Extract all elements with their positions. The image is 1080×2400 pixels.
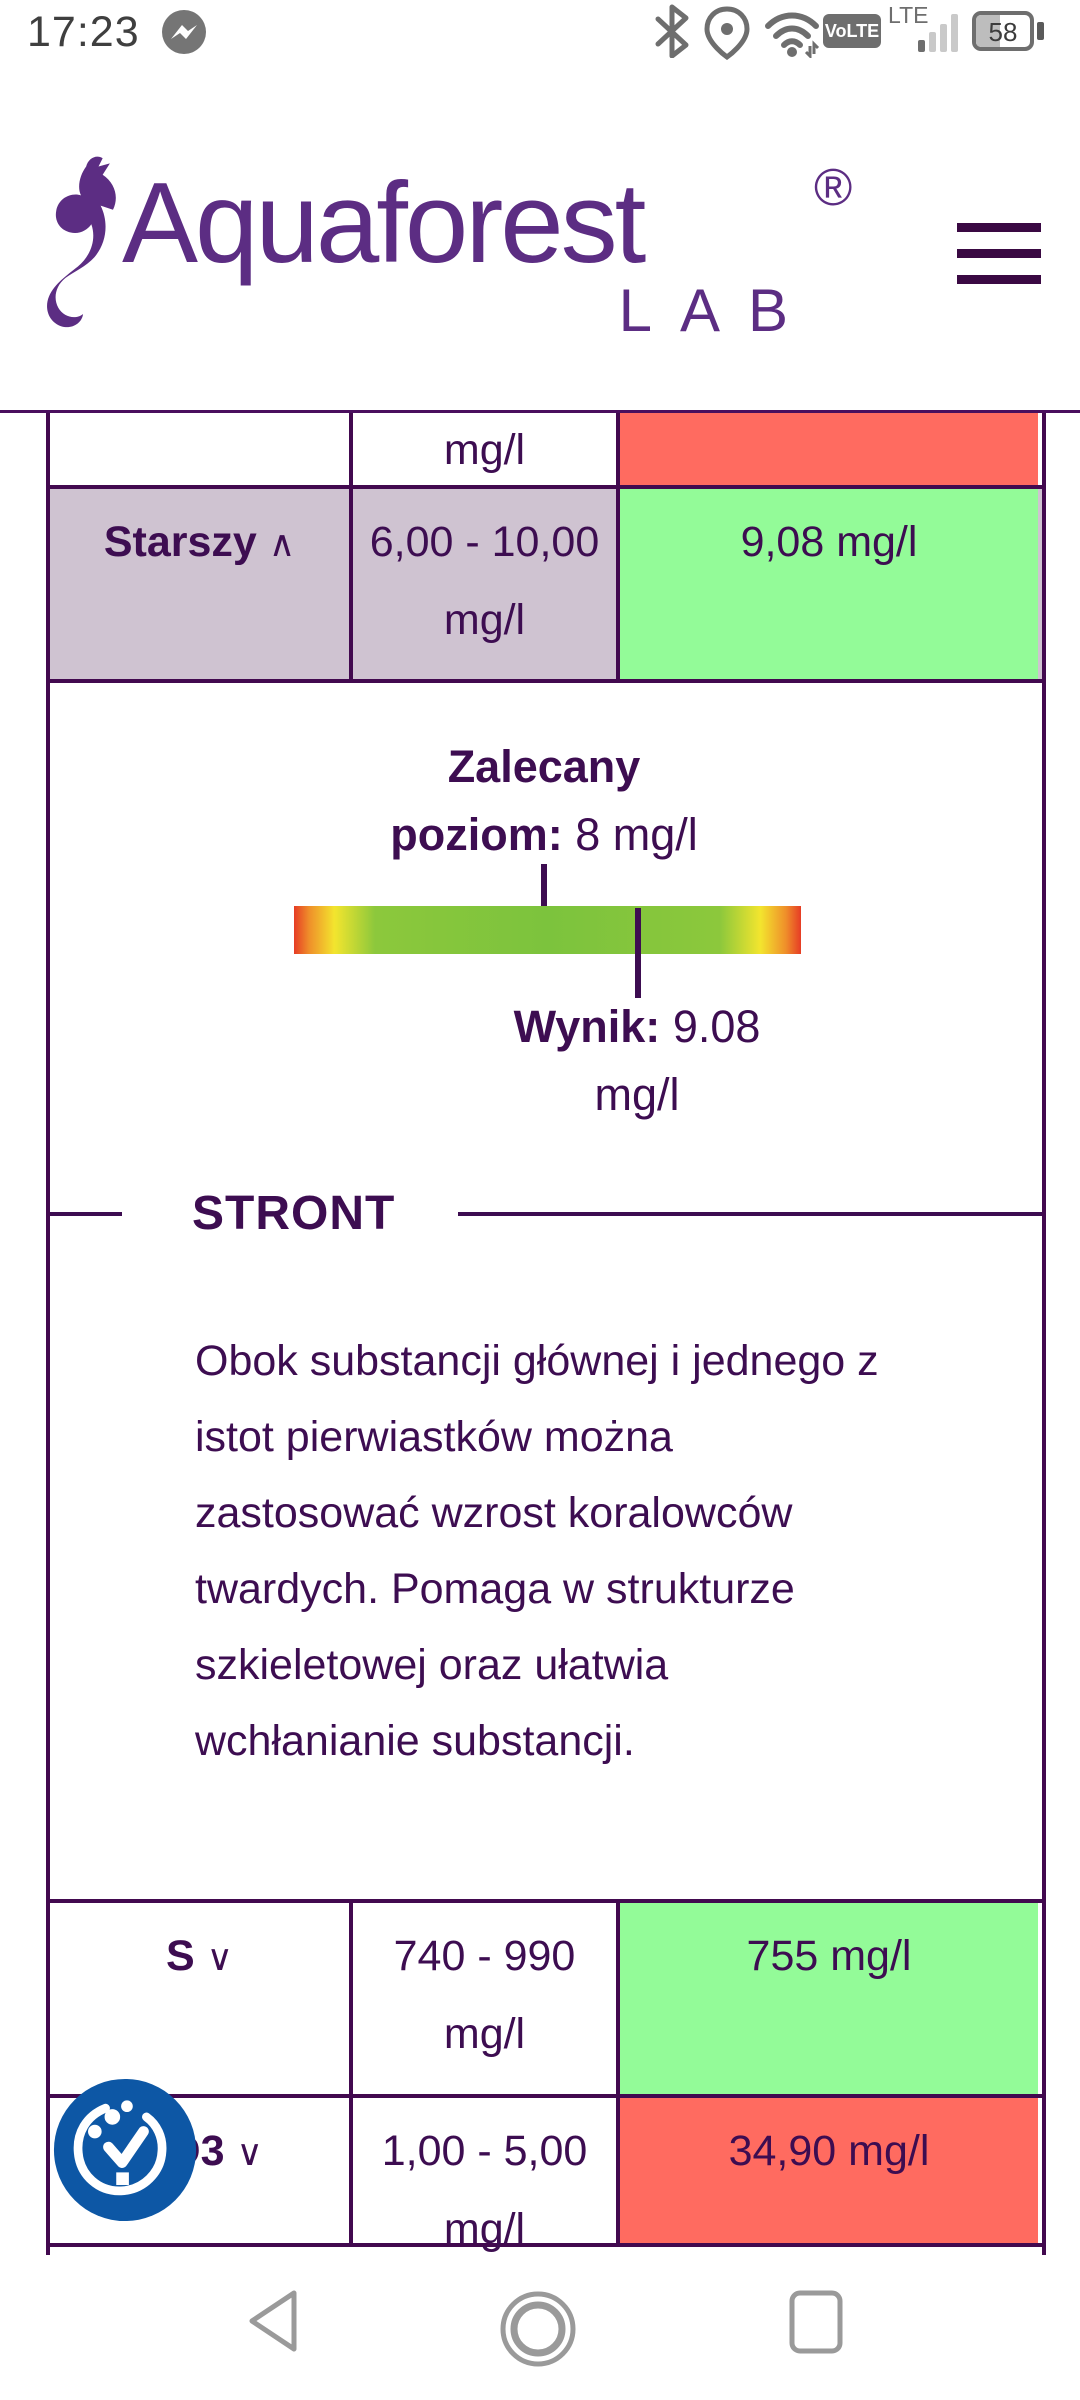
heading-rule-left <box>50 1212 122 1216</box>
back-icon[interactable] <box>246 2289 298 2353</box>
chevron-down-icon[interactable]: ∨ <box>236 2132 263 2173</box>
param-name[interactable]: Starszy <box>103 518 257 566</box>
range-cell: 6,00 - 10,00 mg/l <box>353 489 620 679</box>
messenger-notification-icon <box>162 10 206 54</box>
recommended-level-label: Zalecany poziom: 8 mg/l <box>390 733 698 869</box>
recommended-word: Zalecany <box>447 741 641 792</box>
battery-nub <box>1037 22 1044 40</box>
volte-badge: VoLTE <box>823 14 881 48</box>
android-nav-bar <box>0 2255 1080 2400</box>
param-cell <box>50 413 353 485</box>
range-cell: 740 - 990 mg/l <box>353 1903 620 2094</box>
brand-wordmark: Aquaforest <box>122 160 646 287</box>
clock: 17:23 <box>27 8 140 56</box>
recommended-value: 8 mg/l <box>575 809 698 860</box>
description-line: zastosować wzrost koralowców <box>195 1489 793 1537</box>
range-unit: mg/l <box>443 596 526 644</box>
wifi-icon <box>765 12 820 58</box>
heading-rule-right <box>458 1212 1042 1216</box>
result-level-marker <box>635 908 641 998</box>
range-value: 6,00 - 10,00 <box>369 518 600 566</box>
lte-label: LTE <box>888 2 929 28</box>
range-value: 1,00 - 5,00 <box>381 2127 588 2175</box>
description-line: twardych. Pomaga w strukturze <box>195 1565 795 1613</box>
description-line: szkieletowej oraz ułatwia <box>195 1641 669 1689</box>
table-row-s[interactable]: S ∨ 740 - 990 mg/l 755 mg/l <box>50 1903 1042 2098</box>
result-word: Wynik: <box>513 1001 661 1052</box>
section-title: STRONT <box>192 1187 396 1240</box>
range-unit: mg/l <box>443 2010 526 2058</box>
param-cell: S ∨ <box>50 1903 353 2094</box>
battery-fill <box>976 15 1001 47</box>
battery-percent: 58 <box>988 17 1018 47</box>
cookie-consent-badge[interactable] <box>52 2077 198 2223</box>
param-cell: Starszy ∧ <box>50 489 353 679</box>
table-row-no3[interactable]: NO3∨ 1,00 - 5,00 mg/l 34,90 mg/l <box>50 2098 1042 2253</box>
parameter-detail-panel: Zalecany poziom: 8 mg/l Wynik: 9.08 mg/l… <box>50 683 1042 1903</box>
brand-sub-lab: LAB <box>618 277 816 344</box>
result-value: 9.08 <box>672 1001 761 1052</box>
registered-trademark: ® <box>814 159 853 217</box>
result-cell: 9,08 mg/l <box>620 489 1038 679</box>
result-cell: 755 mg/l <box>620 1903 1038 2094</box>
result-label-block: Wynik: 9.08 mg/l <box>514 993 761 1129</box>
chevron-down-icon[interactable]: ∨ <box>206 1937 234 1978</box>
level-scale-gradient-bar <box>294 906 801 954</box>
description-line: wchłanianie substancji. <box>195 1717 635 1765</box>
description-line: istot pierwiastków można <box>195 1413 673 1461</box>
menu-button[interactable] <box>957 223 1041 287</box>
table-row-starszy[interactable]: Starszy ∧ 6,00 - 10,00 mg/l 9,08 mg/l <box>50 489 1042 683</box>
recents-icon[interactable] <box>788 2289 844 2355</box>
bluetooth-icon <box>655 4 689 58</box>
signal-bars-icon <box>918 12 966 52</box>
result-cell: 34,90 mg/l <box>620 2098 1038 2243</box>
range-cell: mg/l <box>353 413 620 485</box>
param-name[interactable]: S <box>165 1932 195 1980</box>
parameters-table: mg/l Starszy ∧ 6,00 - 10,00 mg/l 9,08 mg/… <box>46 413 1046 2255</box>
status-bar: 17:23 VoLTE LTE <box>0 0 1080 64</box>
table-row-previous-partial: mg/l <box>50 413 1042 489</box>
range-unit: mg/l <box>443 2205 526 2253</box>
header-divider <box>0 410 1080 413</box>
description-line: Obok substancji głównej i jednego z <box>195 1337 879 1385</box>
result-cell <box>620 413 1038 485</box>
seahorse-logo-icon <box>47 156 116 328</box>
section-heading: STRONT <box>50 1186 1042 1246</box>
parameter-description: Obok substancji głównej i jednego z isto… <box>195 1323 985 1779</box>
battery-icon: 58 <box>972 11 1034 51</box>
range-cell: 1,00 - 5,00 mg/l <box>353 2098 620 2253</box>
result-unit: mg/l <box>594 1069 680 1120</box>
chevron-up-icon[interactable]: ∧ <box>268 523 296 564</box>
home-icon[interactable] <box>498 2289 578 2369</box>
recommended-word2: poziom: <box>390 809 563 860</box>
location-icon <box>704 6 750 60</box>
range-value: 740 - 990 <box>393 1932 576 1980</box>
